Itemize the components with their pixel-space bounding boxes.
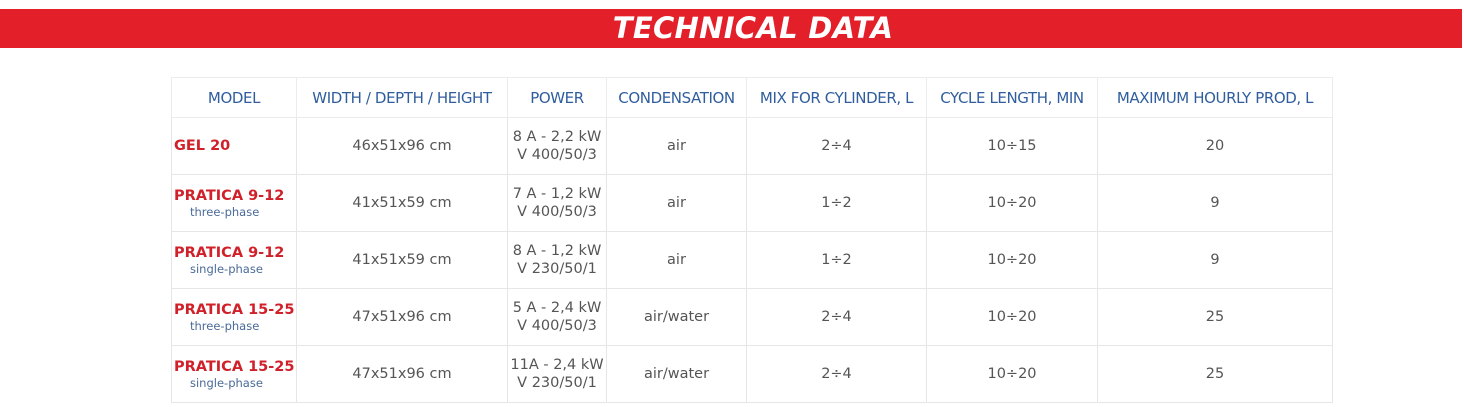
condensation-cell: air bbox=[606, 117, 747, 175]
power-cell: 7 A - 1,2 kW V 400/50/3 bbox=[507, 174, 607, 232]
power-line: 5 A - 2,4 kW bbox=[512, 300, 602, 316]
page-title: TECHNICAL DATA bbox=[612, 11, 894, 45]
cycle-cell: 10÷20 bbox=[926, 345, 1098, 403]
header-row: MODEL WIDTH / DEPTH / HEIGHT POWER CONDENSA… bbox=[171, 77, 1333, 118]
model-cell: PRATICA 9-12 single-phase bbox=[171, 231, 297, 289]
model-name: PRATICA 15-25 bbox=[174, 301, 295, 318]
table-row: PRATICA 15-25 single-phase 47x51x96 cm 11A … bbox=[171, 345, 1333, 403]
table-row: PRATICA 9-12 three-phase 41x51x59 cm 7 A - … bbox=[171, 174, 1333, 232]
size-cell: 46x51x96 cm bbox=[296, 117, 508, 175]
mix-cell: 2÷4 bbox=[746, 117, 927, 175]
production-cell: 25 bbox=[1097, 288, 1333, 346]
mix-cell: 2÷4 bbox=[746, 288, 927, 346]
size-cell: 47x51x96 cm bbox=[296, 345, 508, 403]
power-cell: 5 A - 2,4 kW V 400/50/3 bbox=[507, 288, 607, 346]
cycle-cell: 10÷20 bbox=[926, 231, 1098, 289]
mix-cell: 1÷2 bbox=[746, 231, 927, 289]
table-body: GEL 20 46x51x96 cm 8 A - 2,2 kW V 400/50/3 a… bbox=[171, 117, 1333, 403]
column-header: MAXIMUM HOURLY PROD, L bbox=[1097, 77, 1333, 118]
table-row: GEL 20 46x51x96 cm 8 A - 2,2 kW V 400/50/3 a… bbox=[171, 117, 1333, 175]
model-name: GEL 20 bbox=[174, 138, 231, 154]
model-cell: PRATICA 15-25 single-phase bbox=[171, 345, 297, 403]
power-line: V 230/50/1 bbox=[517, 375, 597, 391]
column-header: WIDTH / DEPTH / HEIGHT bbox=[296, 77, 508, 118]
size-cell: 41x51x59 cm bbox=[296, 174, 508, 232]
model-variant: single-phase bbox=[190, 375, 263, 390]
power-line: V 230/50/1 bbox=[517, 261, 597, 277]
size-cell: 47x51x96 cm bbox=[296, 288, 508, 346]
production-cell: 25 bbox=[1097, 345, 1333, 403]
power-cell: 11A - 2,4 kW V 230/50/1 bbox=[507, 345, 607, 403]
model-variant: three-phase bbox=[190, 318, 260, 333]
model-variant: single-phase bbox=[190, 261, 263, 276]
production-cell: 9 bbox=[1097, 231, 1333, 289]
mix-cell: 1÷2 bbox=[746, 174, 927, 232]
mix-cell: 2÷4 bbox=[746, 345, 927, 403]
model-name: PRATICA 15-25 bbox=[174, 358, 295, 375]
cycle-cell: 10÷20 bbox=[926, 174, 1098, 232]
power-line: V 400/50/3 bbox=[517, 204, 597, 220]
power-line: 11A - 2,4 kW bbox=[510, 357, 604, 373]
model-name: PRATICA 9-12 bbox=[174, 187, 285, 204]
condensation-cell: air bbox=[606, 231, 747, 289]
power-line: V 400/50/3 bbox=[517, 318, 597, 334]
column-header: MODEL bbox=[171, 77, 297, 118]
model-name: PRATICA 9-12 bbox=[174, 244, 285, 261]
size-cell: 41x51x59 cm bbox=[296, 231, 508, 289]
condensation-cell: air/water bbox=[606, 345, 747, 403]
power-line: 8 A - 2,2 kW bbox=[512, 129, 602, 145]
column-header: MIX FOR CYLINDER, L bbox=[746, 77, 927, 118]
power-cell: 8 A - 1,2 kW V 230/50/1 bbox=[507, 231, 607, 289]
power-line: V 400/50/3 bbox=[517, 147, 597, 163]
cycle-cell: 10÷15 bbox=[926, 117, 1098, 175]
title-banner bbox=[0, 9, 1462, 48]
model-variant: three-phase bbox=[190, 204, 260, 219]
table-row: PRATICA 15-25 three-phase 47x51x96 cm 5 A -… bbox=[171, 288, 1333, 346]
column-header: POWER bbox=[507, 77, 607, 118]
model-cell: GEL 20 bbox=[171, 117, 297, 175]
condensation-cell: air/water bbox=[606, 288, 747, 346]
model-cell: PRATICA 15-25 three-phase bbox=[171, 288, 297, 346]
condensation-cell: air bbox=[606, 174, 747, 232]
production-cell: 9 bbox=[1097, 174, 1333, 232]
production-cell: 20 bbox=[1097, 117, 1333, 175]
power-cell: 8 A - 2,2 kW V 400/50/3 bbox=[507, 117, 607, 175]
technical-data-table: MODEL WIDTH / DEPTH / HEIGHT POWER CONDENSA… bbox=[171, 77, 1333, 403]
power-line: 8 A - 1,2 kW bbox=[512, 243, 602, 259]
power-line: 7 A - 1,2 kW bbox=[512, 186, 602, 202]
model-cell: PRATICA 9-12 three-phase bbox=[171, 174, 297, 232]
column-header: CONDENSATION bbox=[606, 77, 747, 118]
column-header: CYCLE LENGTH, MIN bbox=[926, 77, 1098, 118]
cycle-cell: 10÷20 bbox=[926, 288, 1098, 346]
table-row: PRATICA 9-12 single-phase 41x51x59 cm 8 A -… bbox=[171, 231, 1333, 289]
